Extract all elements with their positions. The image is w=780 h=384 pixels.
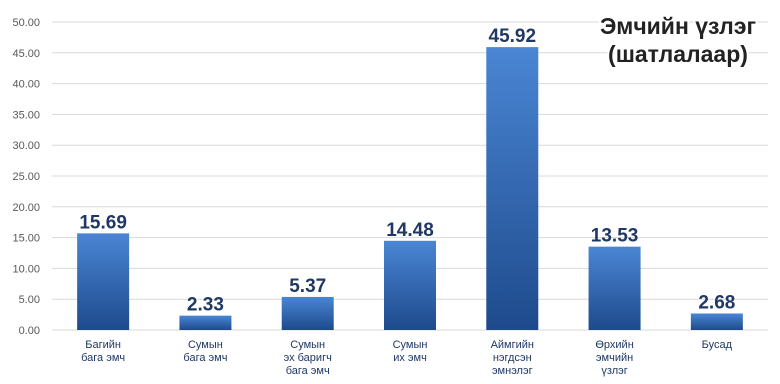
category-label: Бусад: [702, 339, 733, 351]
bars: [77, 47, 743, 330]
grid-lines: [52, 21, 768, 331]
y-tick-label: 0.00: [19, 325, 40, 337]
data-label: 2.33: [187, 295, 224, 316]
category-label: Өрхийн эмчийн үзлэг: [595, 339, 633, 377]
category-label: Сумын их эмч: [393, 339, 428, 364]
bar: [179, 315, 232, 330]
chart-title: Эмчийн үзлэг (шатлалаар): [598, 11, 758, 69]
bar: [77, 233, 130, 330]
y-tick-label: 50.00: [12, 17, 40, 29]
data-label: 13.53: [591, 226, 639, 247]
y-tick-label: 35.00: [12, 109, 40, 121]
y-tick-label: 40.00: [12, 79, 40, 91]
category-label: Сумын эх баригч бага эмч: [284, 339, 332, 377]
bar: [690, 313, 743, 330]
data-labels: 15.69 2.33 5.37 14.48 45.92 13.53 2.68: [79, 26, 735, 316]
y-tick-label: 30.00: [12, 140, 40, 152]
bar: [486, 47, 539, 330]
category-label: Багийн бага эмч: [81, 339, 125, 364]
data-label: 15.69: [79, 212, 127, 233]
data-label: 45.92: [489, 26, 537, 47]
y-tick-label: 45.00: [12, 48, 40, 60]
bar: [281, 296, 334, 330]
category-label: Сумын бага эмч: [183, 339, 227, 364]
y-tick-label: 10.00: [12, 263, 40, 275]
chart-title-text: Эмчийн үзлэг (шатлалаар): [600, 13, 756, 67]
category-label: Аймгийн нэгдсэн эмнэлэг: [491, 339, 534, 377]
bar: [588, 246, 641, 330]
y-tick-label: 15.00: [12, 233, 40, 245]
y-tick-label: 25.00: [12, 171, 40, 183]
data-label: 2.68: [698, 292, 735, 313]
bar: [384, 240, 436, 330]
data-label: 5.37: [289, 276, 326, 297]
y-axis: 0.00 5.00 10.00 15.00 20.00 25.00 30.00 35.00 40…: [12, 17, 40, 337]
y-tick-label: 20.00: [12, 202, 40, 214]
data-label: 14.48: [386, 220, 434, 241]
y-tick-label: 5.00: [19, 294, 40, 306]
category-labels: Багийн бага эмч Сумын бага эмч Сумын эх бариг…: [81, 339, 733, 377]
